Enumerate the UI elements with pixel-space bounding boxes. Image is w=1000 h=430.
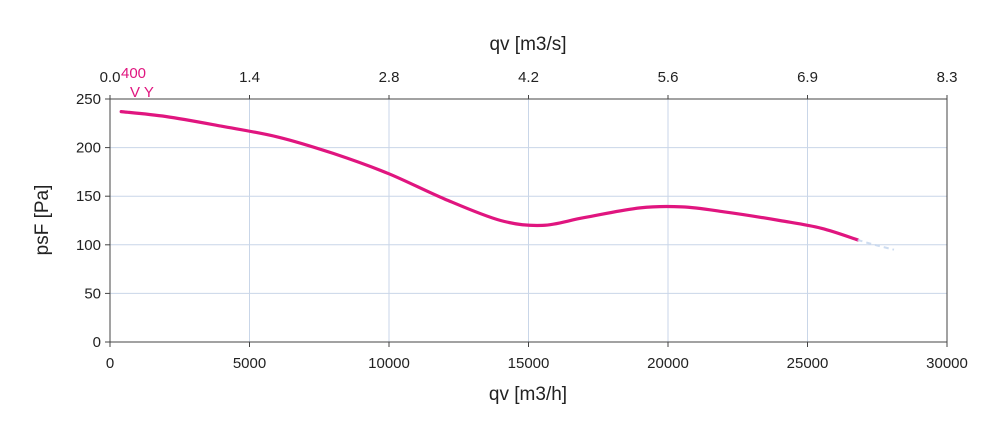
x-tick-label: 15000 [508, 355, 550, 372]
y-axis-title: psF [Pa] [32, 185, 53, 256]
x-tick-label: 0 [106, 355, 114, 372]
top-tick-label: 2.8 [379, 69, 400, 86]
curve-label-voltage: 400 [121, 65, 146, 82]
y-tick-label: 150 [76, 188, 101, 205]
y-tick-label: 50 [84, 285, 101, 302]
series-layer [119, 110, 895, 251]
x-tick-label: 30000 [926, 355, 968, 372]
x-tick-label: 20000 [647, 355, 689, 372]
x-tick-label: 25000 [787, 355, 829, 372]
top-tick-label: 5.6 [658, 69, 679, 86]
x-tick-label: 5000 [233, 355, 266, 372]
x-tick-label: 10000 [368, 355, 410, 372]
y-tick-label: 200 [76, 140, 101, 157]
y-tick-label: 0 [93, 334, 101, 351]
top-tick-label: 1.4 [239, 69, 260, 86]
y-tick-label: 100 [76, 237, 101, 254]
top-tick-label: 8.3 [937, 69, 958, 86]
x-axis-ticks: 0 5000 10000 15000 20000 25000 30000 [106, 342, 968, 372]
series-line-400vy [119, 110, 860, 242]
series-extension-line [857, 238, 895, 251]
y-tick-label: 250 [76, 91, 101, 108]
grid-layer [110, 99, 947, 342]
y-axis-ticks: 0 50 100 150 200 250 [76, 91, 110, 351]
top-tick-label: 0.0 [100, 69, 121, 86]
top-axis-ticks: 0.0 1.4 2.8 4.2 5.6 6.9 8.3 [100, 69, 958, 99]
top-tick-label: 4.2 [518, 69, 539, 86]
curve-label-connection: V Y [130, 84, 154, 101]
top-axis-title: qv [m3/s] [489, 34, 566, 55]
x-axis-title: qv [m3/h] [489, 384, 567, 405]
top-tick-label: 6.9 [797, 69, 818, 86]
